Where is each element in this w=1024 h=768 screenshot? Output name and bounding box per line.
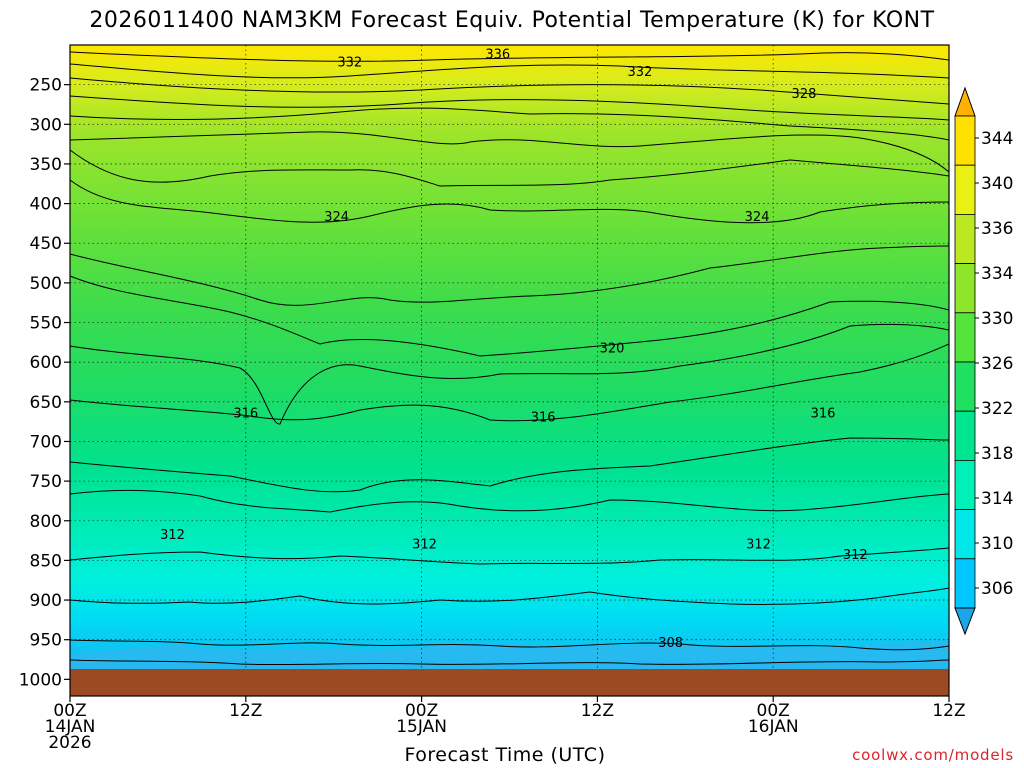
contour-isoline xyxy=(69,131,950,173)
y-tick-label: 800 xyxy=(30,512,62,532)
y-tick-label: 750 xyxy=(30,472,62,492)
colorbar-segment xyxy=(954,361,976,412)
colorbar-segment xyxy=(954,410,976,461)
colorbar-label: 330 xyxy=(981,309,1013,329)
contour-isoline xyxy=(69,587,950,606)
contour-isoline xyxy=(69,63,950,79)
contour-label: 324 xyxy=(745,210,770,225)
contour-isoline xyxy=(69,547,950,565)
contour-label: 324 xyxy=(324,210,349,225)
colorbar-label: 306 xyxy=(981,579,1013,599)
x-tick-label: 00Z xyxy=(53,701,86,721)
contour-isoline xyxy=(69,179,950,224)
contour-isoline xyxy=(69,149,950,187)
cold-pocket-region xyxy=(70,640,949,669)
y-tick-label: 850 xyxy=(30,551,62,571)
colorbar-label: 322 xyxy=(981,399,1013,419)
contour-label: 312 xyxy=(412,538,437,553)
y-tick-label: 700 xyxy=(30,432,62,452)
y-tick-label: 300 xyxy=(30,115,62,135)
colorbar-segment xyxy=(954,459,976,510)
colorbar-label: 336 xyxy=(981,219,1013,239)
y-tick-label: 950 xyxy=(30,631,62,651)
x-tick-label: 2026 xyxy=(48,733,91,753)
contour-isoline xyxy=(69,245,950,306)
colorbar-label: 326 xyxy=(981,354,1013,374)
contour-label: 312 xyxy=(843,548,868,563)
x-axis-title: Forecast Time (UTC) xyxy=(404,744,606,766)
colorbar-label: 344 xyxy=(981,129,1013,149)
colorbar-max-arrow xyxy=(954,86,976,117)
contour-isoline xyxy=(69,343,950,422)
y-tick-label: 900 xyxy=(30,591,62,611)
y-tick-label: 450 xyxy=(30,234,62,254)
contour-label: 316 xyxy=(531,411,556,426)
colorbar-segment xyxy=(954,115,976,166)
y-tick-label: 500 xyxy=(30,274,62,294)
colorbar-label: 340 xyxy=(981,174,1013,194)
colorbar-label: 334 xyxy=(981,264,1013,284)
y-axis: 250 300 350 400 450 500 550 600 650 700 750 800 850 9… xyxy=(19,76,70,690)
x-tick-label: 12Z xyxy=(581,701,614,721)
theta-e-field xyxy=(70,45,949,669)
contour-isoline xyxy=(69,489,950,513)
x-tick-label: 12Z xyxy=(229,701,262,721)
colorbar-min-arrow xyxy=(954,607,976,636)
x-tick-label: 12Z xyxy=(932,701,965,721)
y-tick-label: 350 xyxy=(30,155,62,175)
colorbar-label: 310 xyxy=(981,534,1013,554)
colorbar-segment xyxy=(954,263,976,314)
x-tick-label: 16JAN xyxy=(748,717,799,737)
contour-isoline xyxy=(69,275,950,357)
contour-label: 320 xyxy=(600,342,625,357)
plot-frame xyxy=(69,44,950,697)
y-tick-label: 250 xyxy=(30,76,62,96)
x-tick-label: 00Z xyxy=(405,701,438,721)
y-tick-label: 1000 xyxy=(19,670,62,690)
contour-labels: 336 332 332 328 324 324 320 316 316 316 312 312 312 3… xyxy=(160,48,868,651)
contour-isoline xyxy=(69,107,950,141)
contour-isoline xyxy=(69,51,950,62)
ground-surface xyxy=(70,669,949,696)
x-tick-label: 14JAN xyxy=(45,717,96,737)
contour-label: 308 xyxy=(658,636,683,651)
chart-title: 2026011400 NAM3KM Forecast Equiv. Potent… xyxy=(89,8,935,33)
colorbar-segment xyxy=(954,558,976,609)
gridlines xyxy=(70,45,949,670)
contour-label: 312 xyxy=(746,538,771,553)
contour-isoline xyxy=(69,639,950,651)
contour-isoline xyxy=(69,659,950,666)
colorbar: 344 340 336 334 330 326 322 318 314 310 306 xyxy=(954,86,1013,636)
contour-label: 316 xyxy=(233,407,258,422)
x-tick-label: 00Z xyxy=(757,701,790,721)
contour-label: 332 xyxy=(627,65,652,80)
y-tick-label: 400 xyxy=(30,195,62,215)
contour-isoline xyxy=(69,323,950,425)
y-tick-label: 650 xyxy=(30,393,62,413)
colorbar-segment xyxy=(954,509,976,560)
contour-label: 316 xyxy=(811,407,836,422)
contour-isoline xyxy=(69,437,950,493)
colorbar-label: 314 xyxy=(981,489,1013,509)
contour-lines xyxy=(69,51,950,666)
colorbar-segment xyxy=(954,213,976,264)
x-tick-label: 15JAN xyxy=(396,717,447,737)
colorbar-segment xyxy=(954,312,976,363)
colorbar-segment xyxy=(954,164,976,215)
contour-label: 336 xyxy=(485,48,510,63)
contour-label: 328 xyxy=(792,87,817,102)
credit-link[interactable]: coolwx.com/models xyxy=(852,746,1014,764)
contour-label: 312 xyxy=(160,528,185,543)
colorbar-label: 318 xyxy=(981,444,1013,464)
y-tick-label: 550 xyxy=(30,314,62,334)
contour-isoline xyxy=(69,77,950,105)
y-tick-label: 600 xyxy=(30,353,62,373)
contour-isoline xyxy=(69,95,950,121)
contour-label: 332 xyxy=(337,55,362,70)
